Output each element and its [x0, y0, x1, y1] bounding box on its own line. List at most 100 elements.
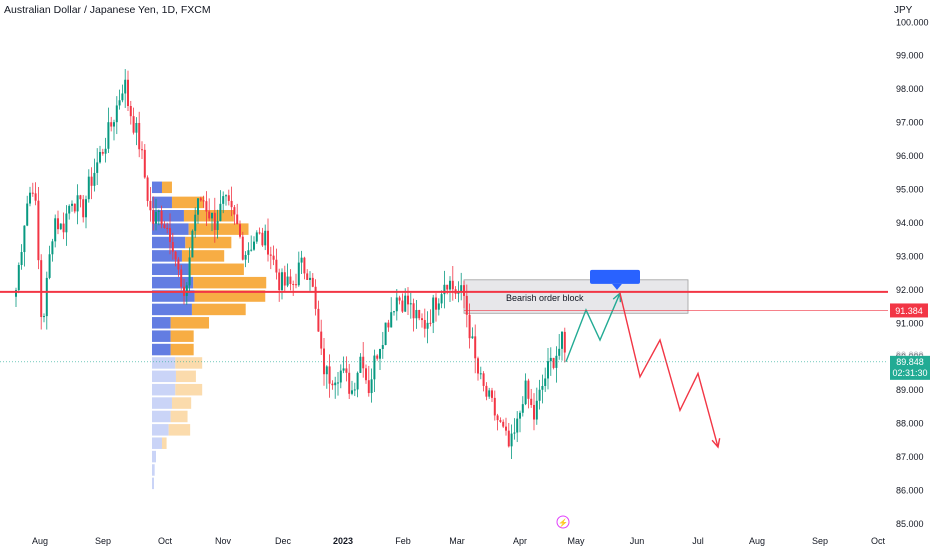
lightning-icon[interactable]	[556, 515, 570, 529]
candle-body	[99, 152, 101, 163]
candle-body	[255, 232, 258, 242]
order-block-box[interactable]	[463, 279, 689, 314]
candle-body	[37, 200, 40, 261]
candle-body	[104, 148, 107, 154]
candle-body	[188, 257, 191, 286]
vp-bar-down	[175, 370, 196, 383]
candle-body	[309, 277, 311, 280]
price-tick-label: 89.000	[896, 385, 924, 395]
green-projection-path-arrowhead	[612, 291, 622, 303]
candle-body	[303, 257, 306, 274]
vp-bar-up	[152, 424, 169, 436]
vp-bar-down	[170, 410, 188, 423]
candle-body	[295, 284, 297, 286]
candle-body	[174, 251, 177, 260]
price-lines	[0, 290, 888, 363]
candle-body	[334, 382, 337, 386]
candle-body	[535, 400, 538, 420]
price-tick-label: 88.000	[896, 419, 924, 429]
candle-body	[547, 361, 549, 379]
price-tick-label: 85.000	[896, 519, 924, 529]
candle-body	[353, 389, 356, 391]
candle-body	[57, 218, 59, 230]
candle-body	[71, 203, 73, 206]
candle-body	[488, 390, 491, 397]
candle-body	[482, 373, 485, 386]
price-tick-label: 99.000	[896, 51, 924, 61]
candle-body	[423, 320, 426, 329]
candle-body	[166, 227, 169, 229]
blue-marker-pointer	[612, 283, 622, 290]
candle-body	[538, 389, 541, 401]
time-tick-label: Nov	[215, 536, 232, 546]
blue-marker[interactable]	[590, 269, 640, 284]
candle-body	[289, 276, 292, 285]
candle-body	[401, 300, 404, 312]
candle-body	[261, 232, 264, 246]
vp-bar-down	[188, 263, 244, 276]
candle-body	[146, 177, 149, 201]
vp-bar-up	[152, 464, 155, 476]
candle-body	[141, 149, 143, 151]
candle-body	[62, 223, 65, 233]
candle-body	[219, 203, 222, 222]
candle-body	[236, 214, 239, 225]
vp-bar-down	[161, 181, 172, 194]
candle-body	[101, 152, 104, 154]
candle-body	[23, 225, 26, 253]
candle-body	[446, 284, 449, 290]
candle-body	[107, 122, 110, 149]
candle-body	[306, 273, 309, 280]
price-tick-label: 95.000	[896, 185, 924, 195]
candle-body	[113, 122, 115, 127]
candle-body	[59, 223, 62, 230]
red-projection-path[interactable]	[619, 293, 719, 448]
candle-body	[544, 378, 547, 386]
candle-body	[169, 228, 171, 243]
candle-body	[356, 372, 359, 390]
candle-body	[415, 310, 418, 319]
candle-body	[409, 303, 412, 305]
candle-body	[331, 383, 334, 386]
time-tick-label: Jun	[630, 536, 645, 546]
candle-body	[437, 303, 440, 310]
green-projection-path[interactable]	[565, 292, 621, 363]
candle-body	[499, 420, 502, 422]
vp-bar-up	[152, 383, 176, 396]
candle-body	[208, 211, 211, 219]
candle-body	[323, 348, 325, 375]
vp-bar-down	[170, 317, 210, 329]
vp-bar-down	[181, 250, 225, 262]
time-tick-label: Apr	[513, 536, 527, 546]
candle-body	[555, 355, 558, 368]
candle-body	[404, 295, 407, 312]
candle-body	[471, 336, 474, 339]
time-tick-label: Aug	[32, 536, 48, 546]
candle-body	[129, 106, 132, 117]
candle-body	[524, 380, 527, 405]
candle-body	[376, 355, 379, 359]
candle-body	[272, 255, 275, 260]
vp-bar-up	[152, 276, 194, 289]
candle-body	[185, 285, 188, 296]
price-tick-label: 92.000	[896, 285, 924, 295]
candle-body	[264, 230, 267, 246]
time-tick-label: Sep	[95, 536, 111, 546]
vp-bar-up	[152, 236, 186, 249]
candle-body	[463, 285, 465, 296]
candle-body	[339, 370, 342, 383]
candle-body	[317, 308, 320, 332]
lightning-icon-glyph: ⚡	[558, 518, 568, 528]
candles	[15, 69, 566, 459]
candle-body	[68, 205, 71, 214]
candle-body	[345, 368, 348, 373]
candle-body	[393, 311, 395, 313]
vp-bar-down	[170, 330, 194, 342]
candle-body	[76, 195, 79, 212]
vp-bar-down	[161, 437, 167, 449]
candle-body	[432, 297, 435, 323]
candle-body	[241, 236, 244, 260]
candle-body	[440, 294, 443, 304]
